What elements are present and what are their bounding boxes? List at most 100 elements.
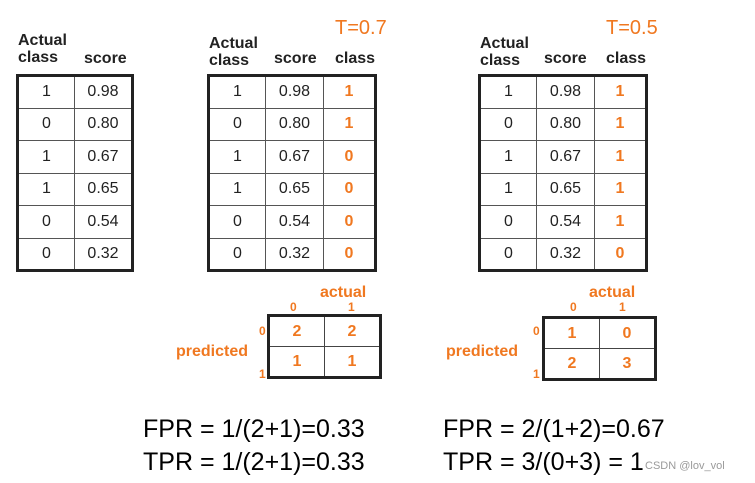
actual-cell: 0 — [479, 205, 537, 239]
header-class: class — [606, 50, 647, 67]
score-cell: 0.80 — [74, 107, 133, 141]
class-cell: 1 — [323, 107, 376, 141]
score-cell: 0.65 — [265, 172, 324, 206]
table-row: 1 0.65 — [17, 172, 133, 206]
header-score: score — [544, 50, 587, 67]
actual-cell: 0 — [17, 237, 75, 271]
confusion-cell: 2 — [268, 315, 325, 347]
actual-cell: 1 — [17, 75, 75, 109]
header-actual-class: Actual class — [18, 32, 67, 66]
confusion-cell: 1 — [324, 346, 381, 378]
header-score: score — [84, 50, 127, 67]
actual-cell: 1 — [17, 140, 75, 174]
table-row: 0 0.32 — [17, 237, 133, 271]
table-row: 0 0.54 0 — [208, 205, 376, 239]
confusion-col-label: 0 — [570, 300, 577, 314]
actual-cell: 1 — [208, 140, 266, 174]
table-row: 1 0.67 0 — [208, 140, 376, 174]
confusion-actual-label: actual — [320, 284, 367, 301]
classification-table: 1 0.98 1 0 0.80 1 1 0.67 1 1 0.65 1 0 0.54 1 0 0.32 0 — [478, 74, 648, 272]
confusion-col-label: 1 — [348, 300, 355, 314]
score-cell: 0.65 — [536, 172, 595, 206]
score-cell: 0.65 — [74, 172, 133, 206]
actual-cell: 0 — [208, 237, 266, 271]
score-cell: 0.98 — [536, 75, 595, 109]
confusion-cell: 1 — [543, 317, 600, 349]
confusion-predicted-label: predicted — [446, 343, 519, 360]
confusion-actual-label: actual — [589, 284, 636, 301]
confusion-predicted-label: predicted — [176, 343, 249, 360]
header-score: score — [274, 50, 317, 67]
actual-cell: 0 — [208, 205, 266, 239]
class-cell: 0 — [594, 237, 647, 271]
header-actual-class: Actual class — [209, 35, 258, 69]
confusion-cell: 3 — [599, 348, 656, 380]
actual-cell: 1 — [208, 75, 266, 109]
score-cell: 0.67 — [265, 140, 324, 174]
actual-cell: 1 — [479, 75, 537, 109]
confusion-cell: 2 — [543, 348, 600, 380]
score-cell: 0.32 — [265, 237, 324, 271]
watermark: CSDN @lov_vol — [645, 460, 725, 472]
class-cell: 1 — [594, 107, 647, 141]
class-cell: 0 — [323, 140, 376, 174]
confusion-cell: 2 — [324, 315, 381, 347]
table-row: 1 0.98 1 — [479, 75, 647, 109]
tpr-formula: TPR = 3/(0+3) = 1 — [443, 448, 644, 476]
confusion-cell: 0 — [599, 317, 656, 349]
class-cell: 1 — [594, 75, 647, 109]
header-class: class — [335, 50, 376, 67]
confusion-col-label: 0 — [290, 300, 297, 314]
actual-cell: 1 — [208, 172, 266, 206]
actual-cell: 1 — [479, 140, 537, 174]
actual-cell: 1 — [479, 172, 537, 206]
class-cell: 1 — [594, 140, 647, 174]
table-row: 1 0.65 0 — [208, 172, 376, 206]
actual-cell: 1 — [17, 172, 75, 206]
confusion-cell: 1 — [268, 346, 325, 378]
scores-table: 1 0.98 0 0.80 1 0.67 1 0.65 0 0.54 0 0.32 — [16, 74, 134, 272]
confusion-row-label: 0 — [259, 324, 266, 338]
score-cell: 0.98 — [265, 75, 324, 109]
table-row: 0 0.80 1 — [208, 107, 376, 141]
actual-cell: 0 — [17, 205, 75, 239]
class-cell: 0 — [323, 237, 376, 271]
table-row: 1 0.67 1 — [479, 140, 647, 174]
score-cell: 0.54 — [74, 205, 133, 239]
table-row: 1 0.98 1 — [208, 75, 376, 109]
score-cell: 0.67 — [536, 140, 595, 174]
class-cell: 0 — [323, 205, 376, 239]
score-cell: 0.54 — [265, 205, 324, 239]
score-cell: 0.32 — [74, 237, 133, 271]
tpr-formula: TPR = 1/(2+1)=0.33 — [143, 448, 365, 476]
score-cell: 0.67 — [74, 140, 133, 174]
confusion-col-label: 1 — [619, 300, 626, 314]
score-cell: 0.80 — [265, 107, 324, 141]
actual-cell: 0 — [208, 107, 266, 141]
class-cell: 0 — [323, 172, 376, 206]
table-row: 1 0.65 1 — [479, 172, 647, 206]
score-cell: 0.80 — [536, 107, 595, 141]
score-cell: 0.54 — [536, 205, 595, 239]
fpr-formula: FPR = 1/(2+1)=0.33 — [143, 415, 365, 443]
class-cell: 1 — [594, 205, 647, 239]
class-cell: 1 — [323, 75, 376, 109]
actual-cell: 0 — [479, 107, 537, 141]
table-row: 0 0.32 0 — [479, 237, 647, 271]
table-row: 0 0.54 1 — [479, 205, 647, 239]
confusion-row-label: 1 — [533, 367, 540, 381]
threshold-label: T=0.7 — [335, 17, 387, 39]
table-row: 0 0.80 1 — [479, 107, 647, 141]
actual-cell: 0 — [479, 237, 537, 271]
confusion-row-label: 0 — [533, 324, 540, 338]
actual-cell: 0 — [17, 107, 75, 141]
classification-table: 1 0.98 1 0 0.80 1 1 0.67 0 1 0.65 0 0 0.54 0 0 0.32 0 — [207, 74, 377, 272]
score-cell: 0.32 — [536, 237, 595, 271]
table-row: 0 0.80 — [17, 107, 133, 141]
table-row: 1 0.67 — [17, 140, 133, 174]
